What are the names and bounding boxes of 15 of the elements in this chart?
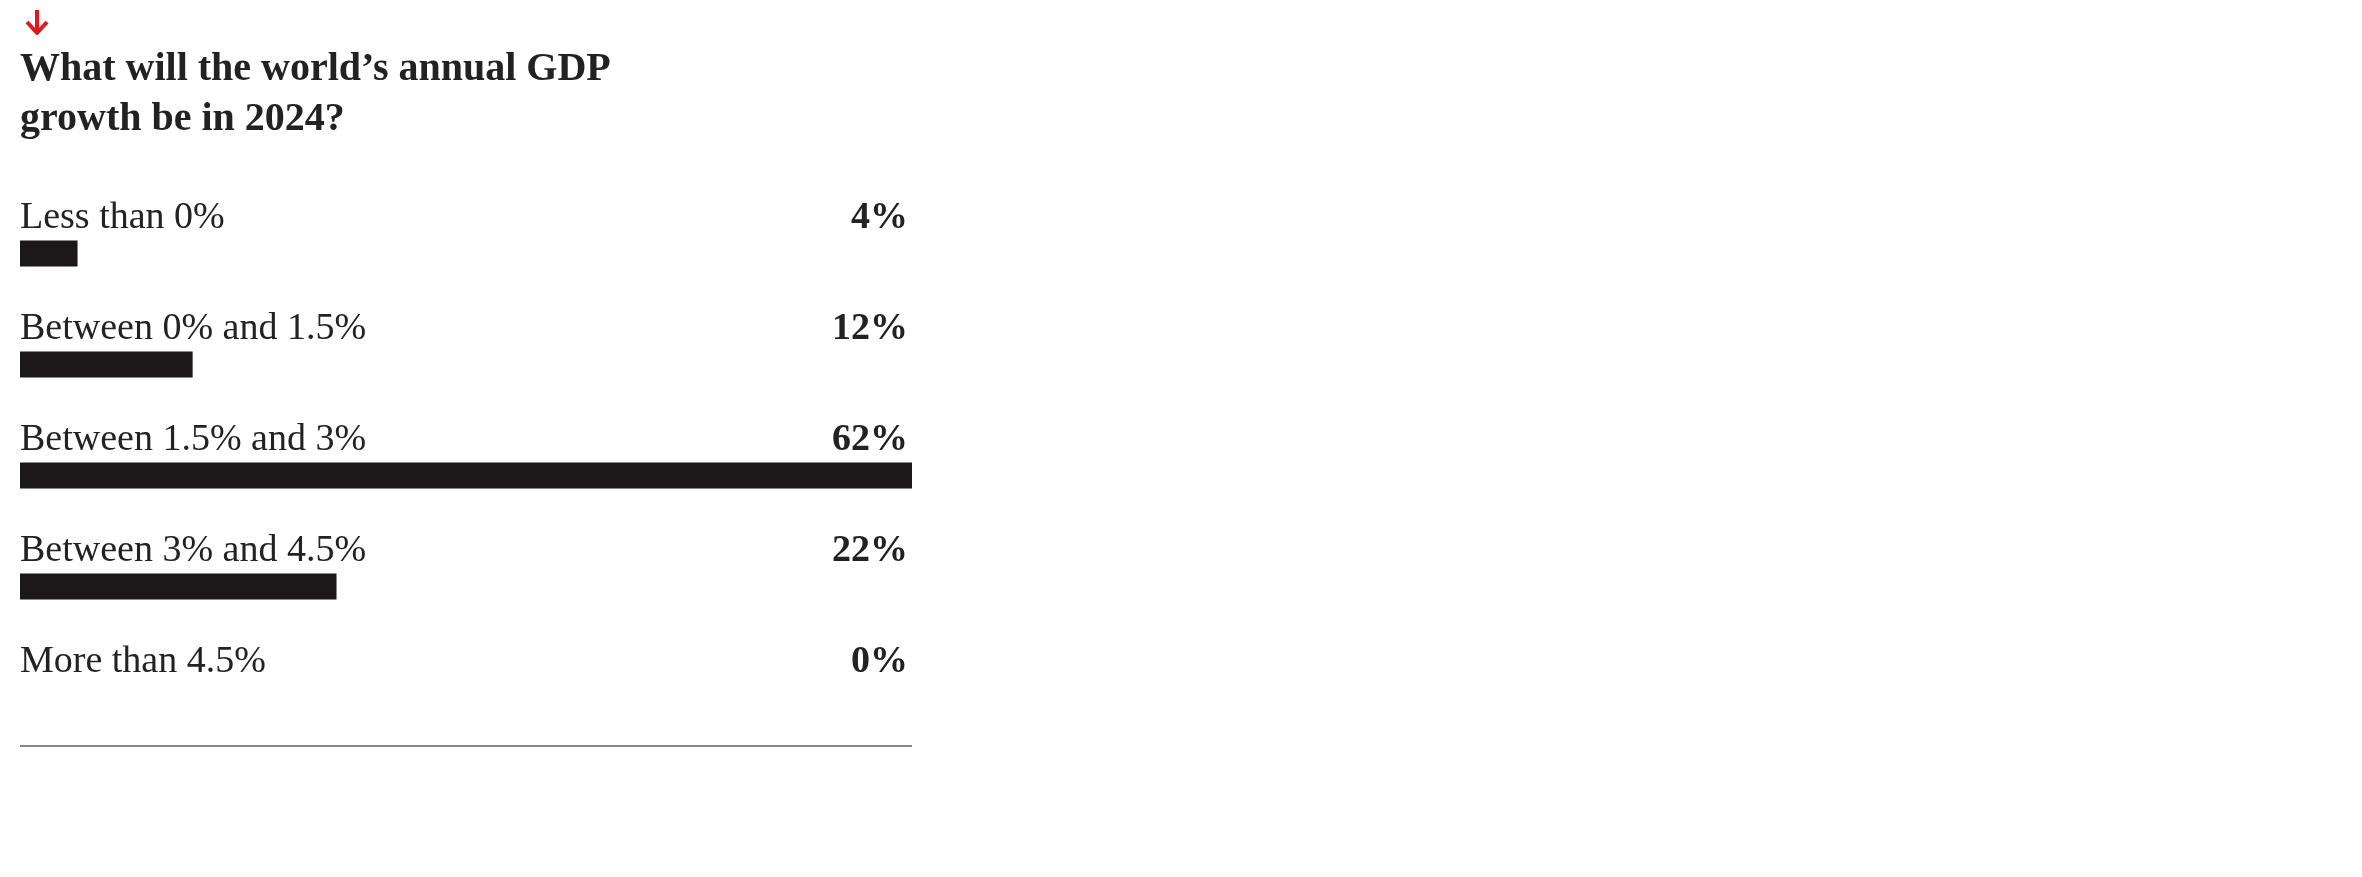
data-label: 0% xyxy=(851,637,908,680)
bar xyxy=(20,573,337,600)
y-tick-label: Between 1.5% and 3% xyxy=(20,415,367,458)
y-tick-label: Between 0% and 1.5% xyxy=(20,304,367,347)
data-label: 4% xyxy=(851,193,908,236)
bar xyxy=(20,351,193,378)
chart-title: What will the world’s annual GDP growth be in 2024? xyxy=(20,43,611,141)
data-label: 12% xyxy=(832,304,908,347)
bar xyxy=(20,240,78,267)
data-label: 62% xyxy=(832,415,908,458)
y-tick-label: More than 4.5% xyxy=(20,637,266,680)
y-tick-label: Less than 0% xyxy=(20,193,225,236)
bar xyxy=(20,462,912,489)
data-label: 22% xyxy=(832,526,908,569)
y-tick-label: Between 3% and 4.5% xyxy=(20,526,367,569)
